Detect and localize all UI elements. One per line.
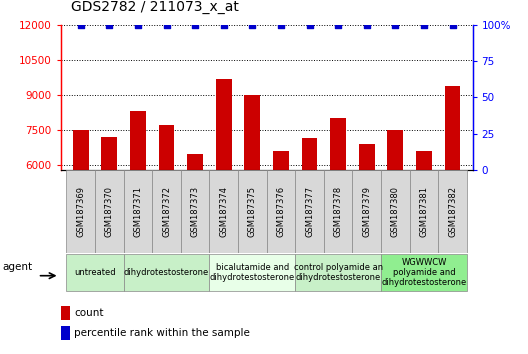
Text: GSM187375: GSM187375	[248, 186, 257, 237]
Bar	[210, 170, 238, 253]
Bar	[301, 138, 317, 306]
Point	[420, 22, 428, 28]
Text: GSM187381: GSM187381	[419, 186, 428, 237]
Text: GDS2782 / 211073_x_at: GDS2782 / 211073_x_at	[71, 0, 239, 14]
Text: dihydrotestosterone: dihydrotestosterone	[124, 268, 209, 277]
Text: bicalutamide and
dihydrotestosterone: bicalutamide and dihydrotestosterone	[210, 263, 295, 282]
Text: percentile rank within the sample: percentile rank within the sample	[74, 328, 250, 338]
Text: WGWWCW
polyamide and
dihydrotestosterone: WGWWCW polyamide and dihydrotestosterone	[381, 258, 467, 287]
Point	[220, 22, 228, 28]
Bar	[295, 254, 381, 291]
Point	[248, 22, 257, 28]
Text: GSM187372: GSM187372	[162, 186, 171, 237]
Bar	[445, 86, 460, 306]
Point	[77, 22, 85, 28]
Point	[363, 22, 371, 28]
Bar	[73, 130, 89, 306]
Bar	[130, 112, 146, 306]
Bar	[67, 170, 95, 253]
Point	[277, 22, 285, 28]
Text: GSM187377: GSM187377	[305, 186, 314, 237]
Point	[334, 22, 342, 28]
Bar	[101, 137, 117, 306]
Text: GSM187379: GSM187379	[362, 186, 371, 237]
Bar	[331, 119, 346, 306]
Bar	[353, 170, 381, 253]
Text: GSM187378: GSM187378	[334, 186, 343, 237]
Bar	[95, 170, 124, 253]
Bar	[267, 170, 295, 253]
Bar	[187, 154, 203, 306]
Point	[305, 22, 314, 28]
Bar	[181, 170, 210, 253]
Text: untreated: untreated	[74, 268, 116, 277]
Bar	[152, 170, 181, 253]
Point	[134, 22, 142, 28]
Bar	[381, 254, 467, 291]
Bar	[244, 95, 260, 306]
Point	[105, 22, 114, 28]
Bar	[210, 254, 295, 291]
Bar	[124, 170, 152, 253]
Text: control polyamide an
dihydrotestosterone: control polyamide an dihydrotestosterone	[294, 263, 383, 282]
Point	[448, 22, 457, 28]
Bar	[381, 170, 410, 253]
Text: GSM187380: GSM187380	[391, 186, 400, 237]
Bar	[216, 79, 232, 306]
Text: GSM187370: GSM187370	[105, 186, 114, 237]
Bar	[416, 151, 432, 306]
Text: GSM187374: GSM187374	[219, 186, 228, 237]
Text: count: count	[74, 308, 104, 318]
Point	[391, 22, 400, 28]
Bar	[273, 151, 289, 306]
Bar	[359, 144, 374, 306]
Bar	[159, 125, 174, 306]
Bar	[238, 170, 267, 253]
Text: GSM187376: GSM187376	[277, 186, 286, 237]
Point	[191, 22, 200, 28]
Text: GSM187369: GSM187369	[76, 186, 85, 237]
Bar	[124, 254, 210, 291]
Bar	[67, 254, 124, 291]
Bar	[388, 130, 403, 306]
Text: GSM187371: GSM187371	[134, 186, 143, 237]
Text: GSM187382: GSM187382	[448, 186, 457, 237]
Bar	[438, 170, 467, 253]
Bar	[295, 170, 324, 253]
Text: GSM187373: GSM187373	[191, 186, 200, 237]
Point	[162, 22, 171, 28]
Text: agent: agent	[3, 262, 33, 272]
Bar	[410, 170, 438, 253]
Bar	[324, 170, 353, 253]
